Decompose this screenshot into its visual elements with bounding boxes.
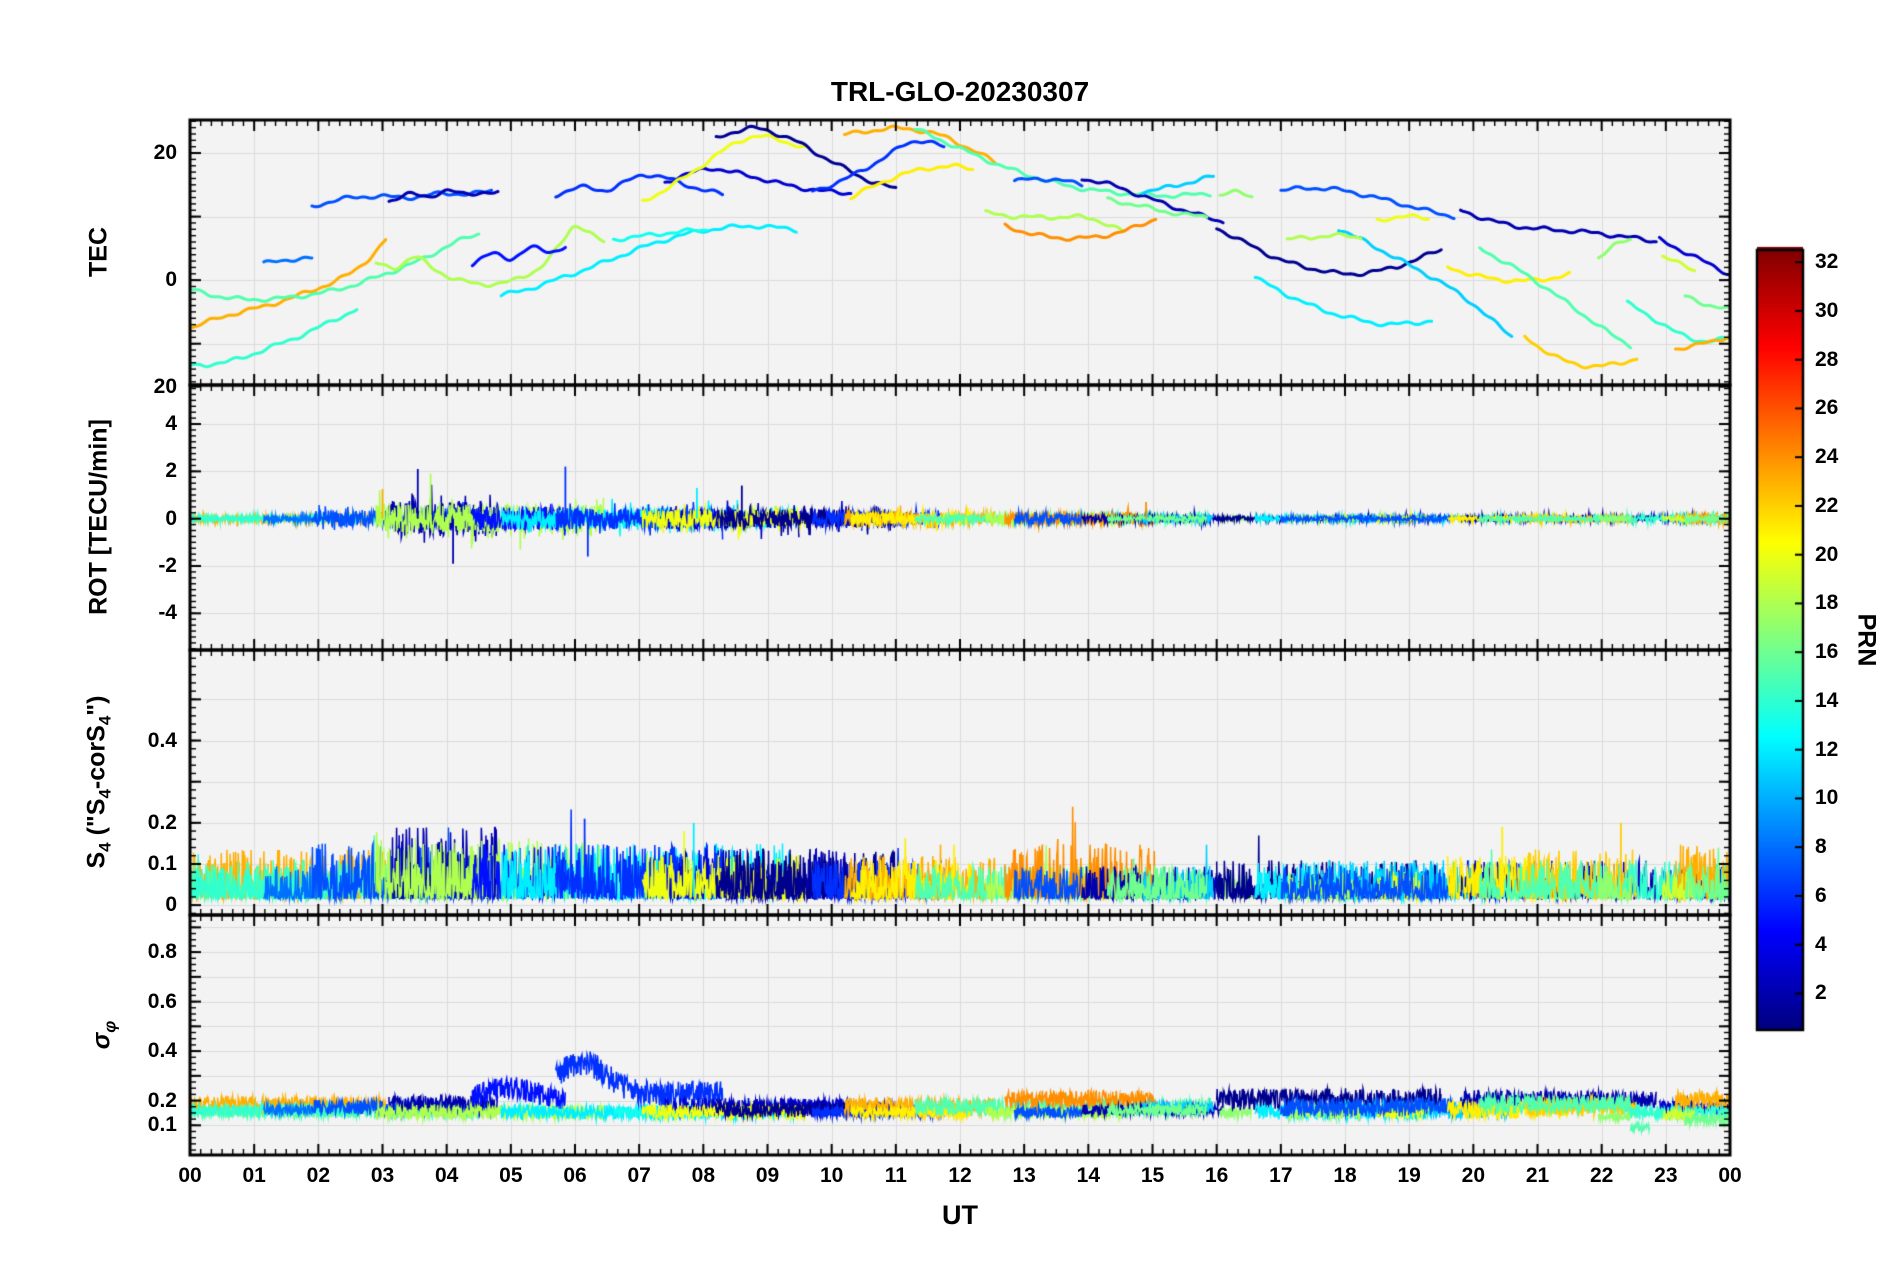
chart-title: TRL-GLO-20230307 xyxy=(830,76,1090,107)
x-tick-label: 03 xyxy=(370,1164,395,1187)
y-tick-label: 0 xyxy=(165,506,177,530)
colorbar-tick-label: 32 xyxy=(1815,250,1839,274)
y-tick-label: 0.1 xyxy=(147,851,177,875)
y-tick-label: 2 xyxy=(165,459,177,483)
x-tick-label: 17 xyxy=(1269,1164,1293,1187)
colorbar-tick-label: 26 xyxy=(1815,396,1839,420)
y-tick-label: -2 xyxy=(158,554,177,577)
x-tick-label: 06 xyxy=(563,1164,587,1187)
x-tick-label: 14 xyxy=(1076,1164,1101,1187)
x-tick-label: 12 xyxy=(948,1164,972,1187)
colorbar-tick-label: 4 xyxy=(1815,932,1827,956)
x-tick-label: 00 xyxy=(1718,1164,1742,1187)
s4-label-part: ("S xyxy=(82,798,111,843)
s4-label-part: S xyxy=(82,851,111,869)
x-tick-label: 20 xyxy=(1461,1164,1486,1187)
tec-axis-label: TEC xyxy=(84,227,113,277)
s4-label-part: -corS xyxy=(82,725,111,790)
x-tick-label: 01 xyxy=(242,1164,266,1187)
sigma-label-sub: φ xyxy=(100,1020,120,1033)
y-tick-label: 0 xyxy=(165,268,177,292)
x-tick-label: 10 xyxy=(819,1164,844,1187)
x-tick-label: 02 xyxy=(306,1164,331,1187)
x-tick-label: 13 xyxy=(1012,1164,1036,1187)
x-tick-label: 16 xyxy=(1204,1164,1229,1187)
x-tick-label: 11 xyxy=(884,1164,907,1187)
colorbar-tick-label: 30 xyxy=(1815,298,1839,322)
y-tick-label: 0.2 xyxy=(147,810,177,834)
y-tick-label: 0.2 xyxy=(147,1088,177,1112)
colorbar-tick-label: 18 xyxy=(1815,591,1839,615)
y-tick-label: 0.1 xyxy=(147,1113,177,1137)
colorbar-tick-label: 10 xyxy=(1815,786,1839,810)
colorbar-label: PRN xyxy=(1852,613,1881,667)
s4-axis-label: S4 ("S4-corS4") xyxy=(83,696,116,869)
x-tick-label: 18 xyxy=(1333,1164,1357,1187)
sigma-label-part: σ xyxy=(87,1032,116,1050)
s4-label-sub: 4 xyxy=(95,715,115,726)
y-tick-label: 0.4 xyxy=(147,1039,177,1063)
colorbar-tick-label: 20 xyxy=(1815,542,1839,566)
x-tick-label: 09 xyxy=(755,1164,780,1187)
x-tick-label: 23 xyxy=(1654,1164,1678,1187)
y-tick-label: 20 xyxy=(153,374,177,398)
x-tick-label: 22 xyxy=(1589,1164,1614,1187)
s4-label-sub: 4 xyxy=(95,842,115,852)
colorbar-tick-label: 2 xyxy=(1815,981,1827,1005)
y-tick-label: 20 xyxy=(153,141,177,165)
colorbar-tick-label: 28 xyxy=(1815,347,1839,371)
y-tick-label: 0.8 xyxy=(147,940,177,964)
x-tick-label: 19 xyxy=(1397,1164,1421,1187)
sigma-phi-axis-label: σφ xyxy=(88,1021,121,1050)
colorbar-tick-label: 16 xyxy=(1815,640,1839,664)
colorbar-tick-label: 22 xyxy=(1815,493,1839,517)
s4-label-sub: 4 xyxy=(95,789,115,799)
y-tick-label: -4 xyxy=(158,601,177,625)
x-tick-label: 00 xyxy=(178,1164,202,1187)
s4-label-part: ") xyxy=(82,695,111,716)
colorbar-tick-label: 12 xyxy=(1815,737,1839,761)
x-tick-label: 08 xyxy=(691,1164,716,1187)
x-tick-label: 05 xyxy=(499,1164,523,1187)
x-tick-label: 21 xyxy=(1525,1164,1550,1187)
x-tick-label: 04 xyxy=(434,1164,459,1187)
x-tick-label: 15 xyxy=(1140,1164,1165,1187)
colorbar-tick-label: 6 xyxy=(1815,883,1827,907)
x-axis-label: UT xyxy=(942,1200,978,1230)
colorbar-tick-label: 14 xyxy=(1815,688,1839,712)
y-tick-label: 0.6 xyxy=(147,989,177,1013)
rot-axis-label: ROT [TECU/min] xyxy=(84,419,113,615)
y-tick-label: 0.4 xyxy=(147,728,177,752)
colorbar-tick-label: 24 xyxy=(1815,445,1839,469)
y-tick-label: 0 xyxy=(165,893,177,917)
colorbar-tick-label: 8 xyxy=(1815,835,1827,859)
y-tick-label: 4 xyxy=(165,412,177,436)
x-tick-label: 07 xyxy=(627,1164,651,1187)
